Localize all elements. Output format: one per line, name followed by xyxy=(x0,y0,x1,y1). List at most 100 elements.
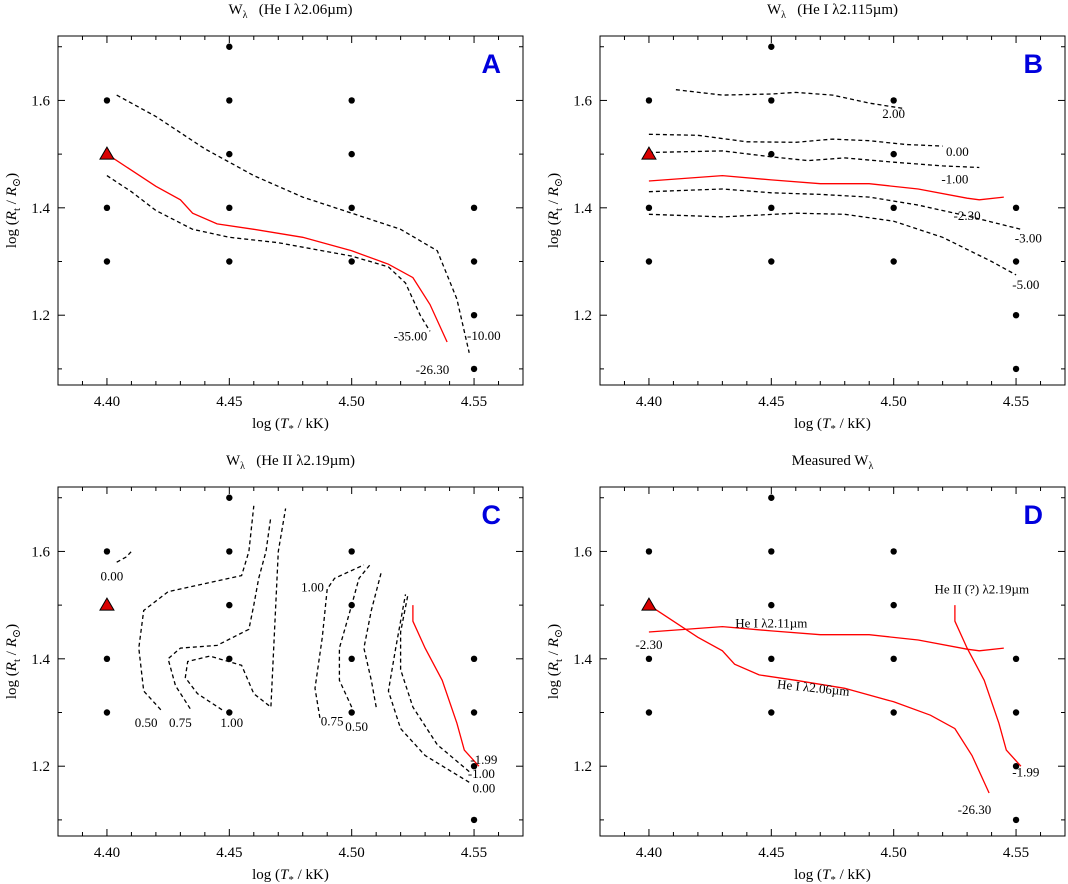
model-grid-point xyxy=(348,204,355,212)
y-tick-label: 1.4 xyxy=(573,652,592,668)
model-grid-point xyxy=(348,709,355,716)
contour-line xyxy=(648,188,1022,230)
model-grid-point xyxy=(890,204,897,212)
model-grid-point xyxy=(1012,816,1020,824)
panel-c: 4.40 4.45 4.50 4.55 1.2 1.4 1.6 Wλ (He II λ2.19… xyxy=(4,453,524,884)
model-grid-point xyxy=(645,204,653,212)
contour-label: -5.00 xyxy=(1012,277,1039,292)
x-axis-label: log (T* / kK) xyxy=(252,416,329,435)
chart-title: Wλ (He I λ2.115µm) xyxy=(767,2,898,21)
contour-label: 2.00 xyxy=(882,106,905,121)
model-grid-point xyxy=(768,97,775,104)
y-tick-label: 1.6 xyxy=(31,93,50,109)
y-tick-label: 1.2 xyxy=(573,308,592,324)
model-grid-point xyxy=(768,494,775,501)
model-grid-point xyxy=(890,548,897,555)
chart-title: Wλ (He I λ2.06µm) xyxy=(228,2,352,21)
observed-marker xyxy=(641,146,657,160)
model-grid-point xyxy=(226,43,233,50)
contour-label: -1.99 xyxy=(470,752,497,767)
chart-title: Measured Wλ xyxy=(792,453,874,472)
y-axis-label: log (Rt / R⊙) xyxy=(546,173,565,248)
panel-b: 4.40 4.45 4.50 4.55 1.2 1.4 1.6 Wλ (He I λ2.115… xyxy=(546,2,1066,435)
contour-line xyxy=(648,150,980,169)
model-grid-point xyxy=(890,97,897,104)
model-grid-point xyxy=(890,709,897,716)
contour-label: -26.30 xyxy=(416,362,450,377)
chart-title: Wλ (He II λ2.19µm) xyxy=(226,453,355,472)
contour-line xyxy=(314,564,365,719)
model-grid-point xyxy=(1012,204,1020,212)
model-grid-point xyxy=(226,548,233,555)
observed-marker xyxy=(641,597,657,611)
model-grid-point xyxy=(226,258,233,265)
x-tick-label: 4.50 xyxy=(881,845,907,861)
model-grid-point xyxy=(768,655,775,663)
x-tick-label: 4.55 xyxy=(461,845,487,861)
model-grid-point xyxy=(348,258,355,265)
contour-label: -2.30 xyxy=(635,637,662,652)
x-tick-label: 4.40 xyxy=(636,845,662,861)
y-tick-label: 1.2 xyxy=(573,759,592,775)
model-grid-point xyxy=(226,204,233,212)
x-tick-label: 4.40 xyxy=(636,394,662,410)
model-grid-point xyxy=(1012,709,1020,716)
y-tick-label: 1.2 xyxy=(31,308,50,324)
model-grid-point xyxy=(103,709,111,716)
model-grid-point xyxy=(226,494,233,501)
model-contour-line xyxy=(648,625,1004,652)
model-grid-point xyxy=(226,150,233,158)
x-tick-label: 4.50 xyxy=(881,394,907,410)
x-tick-label: 4.55 xyxy=(461,394,487,410)
y-tick-label: 1.4 xyxy=(31,652,50,668)
plot-frame xyxy=(57,486,524,837)
observed-marker xyxy=(99,146,115,160)
line-annotation: He I λ2.06µm xyxy=(776,676,850,699)
contour-line xyxy=(399,594,470,773)
model-grid-point xyxy=(1012,655,1020,663)
plot-frame xyxy=(599,35,1066,386)
panel-letter: D xyxy=(1024,500,1044,530)
model-grid-point xyxy=(226,655,233,663)
model-contour-line xyxy=(106,153,448,343)
model-grid-point xyxy=(103,548,111,555)
contour-label: -1.00 xyxy=(941,171,968,186)
x-tick-label: 4.40 xyxy=(94,845,120,861)
x-tick-label: 4.45 xyxy=(216,845,242,861)
y-tick-label: 1.4 xyxy=(31,201,50,217)
model-grid-point xyxy=(470,204,478,212)
model-grid-point xyxy=(645,709,653,716)
contour-line xyxy=(648,212,1017,276)
x-tick-label: 4.45 xyxy=(758,394,784,410)
model-grid-point xyxy=(645,548,653,555)
x-tick-label: 4.45 xyxy=(216,394,242,410)
contour-line xyxy=(387,594,470,783)
panel-letter: B xyxy=(1024,49,1044,79)
contour-label: -10.00 xyxy=(467,328,501,343)
model-grid-point xyxy=(890,655,897,663)
model-grid-point xyxy=(768,150,775,158)
y-tick-label: 1.6 xyxy=(31,544,50,560)
x-axis-label: log (T* / kK) xyxy=(252,867,329,884)
panel-letter: C xyxy=(482,500,502,530)
model-grid-point xyxy=(1012,258,1020,265)
model-grid-point xyxy=(645,258,653,265)
model-grid-point xyxy=(645,655,653,663)
model-grid-point xyxy=(890,601,897,609)
model-grid-point xyxy=(470,655,478,663)
x-tick-label: 4.55 xyxy=(1003,394,1029,410)
line-annotation: He II (?) λ2.19µm xyxy=(934,581,1029,596)
x-tick-label: 4.45 xyxy=(758,845,784,861)
y-axis-label: log (Rt / R⊙) xyxy=(4,624,23,699)
x-tick-label: 4.40 xyxy=(94,394,120,410)
x-tick-label: 4.50 xyxy=(339,394,365,410)
contour-label: 0.50 xyxy=(345,719,368,734)
contour-label: 0.00 xyxy=(100,569,123,584)
contour-line xyxy=(116,550,132,563)
model-grid-point xyxy=(1012,312,1020,319)
plot-frame xyxy=(599,486,1066,837)
contour-label: 0.50 xyxy=(135,715,158,730)
contour-label: -2.30 xyxy=(954,208,981,223)
contour-line xyxy=(648,133,943,147)
model-grid-point xyxy=(103,655,111,663)
